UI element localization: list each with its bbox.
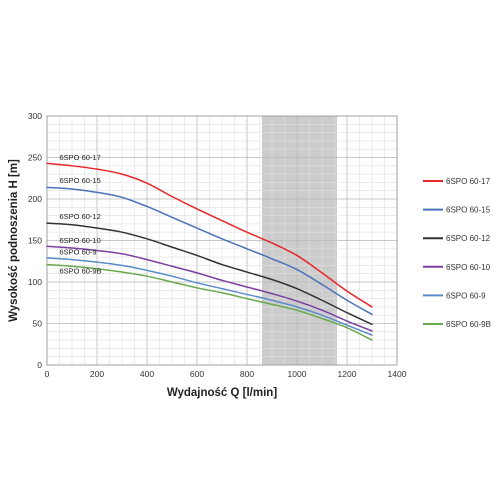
plot-frame: [46, 115, 398, 366]
tick-labels: 0 200 400 600 800 1000 1200 1400 0 50 100 150 200 250…: [28, 111, 407, 379]
y-tick-label: 200: [28, 194, 42, 204]
legend-item-6spo-60-15: 6SPO 60-15: [423, 206, 491, 215]
x-tick-label: 1400: [388, 369, 407, 379]
x-tick-label: 400: [140, 369, 154, 379]
curve-label-6spo-60-9: 6SPO 60-9: [60, 248, 97, 257]
legend-item-6spo-60-10: 6SPO 60-10: [423, 263, 491, 272]
series-line-6spo-60-10: [46, 245, 373, 332]
grid-layer: [46, 115, 398, 366]
curve-label-6spo-60-10: 6SPO 60-10: [60, 236, 101, 245]
series-line-6spo-60-12: [46, 222, 373, 326]
legend: 6SPO 60-17 6SPO 60-15 6SPO 60-12 6SPO 60-10…: [423, 177, 491, 329]
legend-label: 6SPO 60-10: [446, 263, 491, 272]
curve-label-6spo-60-15: 6SPO 60-15: [60, 176, 101, 185]
x-tick-label: 200: [90, 369, 104, 379]
series-line-6spo-60-9b: [46, 263, 373, 341]
curve-label-6spo-60-12: 6SPO 60-12: [60, 212, 101, 221]
legend-label: 6SPO 60-17: [446, 177, 491, 186]
y-tick-label: 150: [28, 236, 42, 246]
series-line-6spo-60-9: [46, 257, 373, 336]
curve-labels: 6SPO 60-17 6SPO 60-15 6SPO 60-12 6SPO 60-10…: [60, 153, 102, 276]
series-layer: [46, 162, 373, 341]
x-tick-label: 1000: [288, 369, 307, 379]
x-tick-label: 1200: [338, 369, 357, 379]
legend-label: 6SPO 60-9: [446, 291, 486, 300]
y-axis-title: Wysokość podnoszenia H [m]: [8, 159, 20, 322]
series-line-6spo-60-17: [46, 162, 373, 308]
legend-item-6spo-60-17: 6SPO 60-17: [423, 177, 491, 186]
legend-label: 6SPO 60-15: [446, 206, 491, 215]
x-tick-label: 0: [45, 369, 50, 379]
legend-item-6spo-60-9b: 6SPO 60-9B: [423, 320, 491, 329]
legend-item-6spo-60-12: 6SPO 60-12: [423, 234, 491, 243]
series-line-6spo-60-15: [46, 186, 373, 316]
legend-label: 6SPO 60-12: [446, 234, 491, 243]
y-tick-label: 100: [28, 277, 42, 287]
legend-item-6spo-60-9: 6SPO 60-9: [423, 291, 486, 300]
y-tick-label: 250: [28, 153, 42, 163]
curve-label-6spo-60-9b: 6SPO 60-9B: [60, 267, 102, 276]
legend-label: 6SPO 60-9B: [446, 320, 491, 329]
curve-label-6spo-60-17: 6SPO 60-17: [60, 153, 101, 162]
y-tick-label: 300: [28, 111, 42, 121]
y-tick-label: 0: [37, 360, 42, 370]
x-tick-label: 600: [190, 369, 204, 379]
x-axis-title: Wydajność Q [l/min]: [167, 387, 277, 399]
x-tick-label: 800: [240, 369, 254, 379]
y-tick-label: 50: [33, 319, 43, 329]
